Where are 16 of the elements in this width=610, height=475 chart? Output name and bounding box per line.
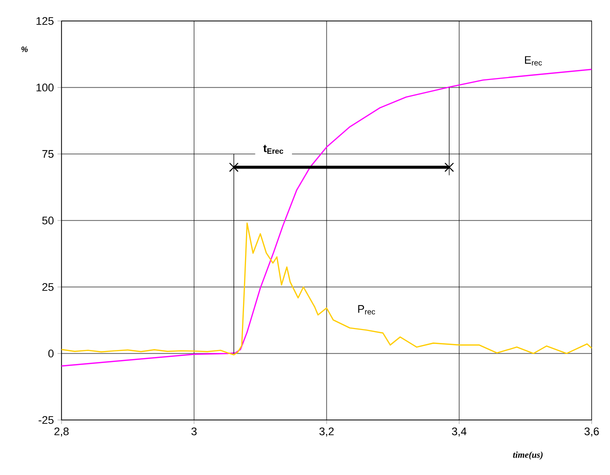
y-tick-label: 100 (36, 84, 54, 92)
y-tick-label: -25 (38, 416, 54, 424)
x-tick-label: 3 (191, 428, 197, 436)
x-axis-title: time(us) (513, 452, 543, 460)
x-tick-label: 2,8 (54, 428, 69, 437)
x-tick-label: 3,4 (452, 428, 466, 437)
y-tick-label: 75 (42, 150, 54, 158)
y-tick-label: 0 (48, 350, 54, 358)
x-tick-label: 3,6 (584, 428, 599, 437)
y-tick-label: 50 (42, 216, 54, 224)
series-label: P$_{rec}$ (358, 305, 376, 314)
annotation: t$_{Erec}$ (263, 144, 284, 154)
x-tick-label: 3,2 (319, 428, 334, 437)
y-tick-label: 25 (42, 283, 54, 291)
y-tick-label: 125 (36, 17, 54, 25)
series-label: E$_{rec}$ (525, 56, 542, 66)
